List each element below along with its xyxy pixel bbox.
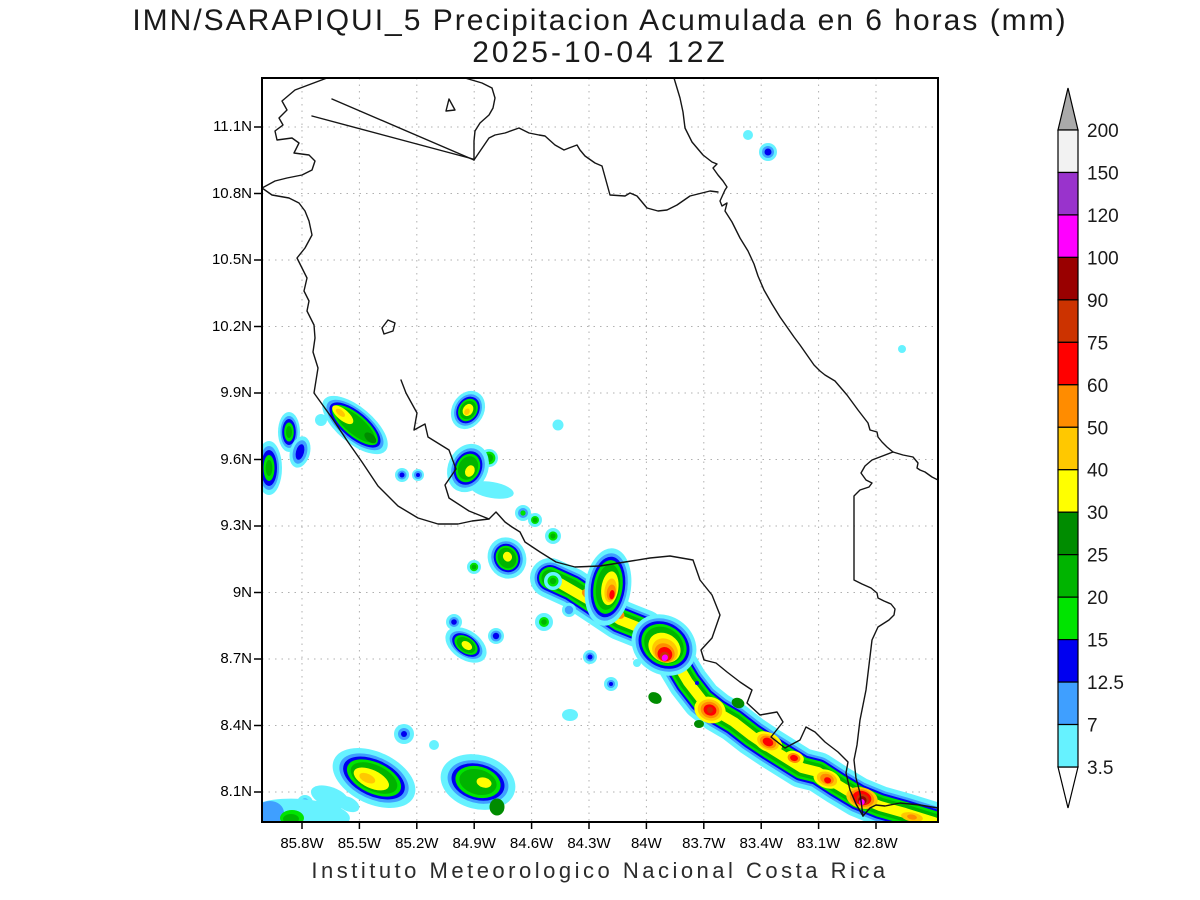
lat-tick-label: 8.1N	[220, 783, 252, 800]
colorbar-level-label: 100	[1087, 248, 1119, 269]
colorbar-level-label: 90	[1087, 291, 1108, 312]
axis-ticks	[254, 126, 877, 829]
lon-tick-label: 83.1W	[796, 835, 841, 852]
lon-tick-label: 84.6W	[509, 835, 554, 852]
lat-tick-label: 9N	[232, 583, 252, 601]
lon-tick-label: 84W	[630, 835, 662, 852]
lon-tick-label: 83.4W	[739, 835, 783, 852]
map-frame	[261, 77, 939, 823]
colorbar-level-label: 20	[1087, 588, 1108, 609]
lon-tick-label: 83.7W	[682, 835, 726, 852]
lat-tick-label: 8.7N	[220, 650, 252, 667]
lat-tick-label: 10.5N	[211, 251, 252, 268]
precipitation-shading	[262, 130, 938, 822]
lon-tick-label: 82.8W	[854, 835, 898, 852]
colorbar-level-label: 25	[1087, 546, 1108, 567]
colorbar-level-label: 200	[1087, 121, 1119, 142]
lat-tick-label: 9.6N	[220, 450, 252, 468]
colorbar-level-label: 7	[1087, 716, 1098, 737]
colorbar-level-label: 40	[1087, 461, 1108, 482]
lon-tick-label: 85.2W	[395, 835, 439, 852]
grid-lines	[262, 78, 938, 822]
colorbar-level-label: 30	[1087, 503, 1108, 524]
lat-tick-label: 9.3N	[220, 517, 252, 534]
lat-tick-label: 10.8N	[211, 184, 252, 202]
colorbar: 200 150 120 100 90 75 60 50 40 30 25 20 15 12.5 7 3.5	[1057, 87, 1124, 809]
colorbar-level-label: 12.5	[1087, 673, 1124, 694]
colorbar-level-label: 150	[1087, 163, 1119, 184]
colorbar-level-label: 75	[1087, 333, 1108, 354]
lon-tick-label: 84.3W	[567, 835, 611, 852]
page-subtitle-date: 2025-10-04 12Z	[472, 36, 728, 69]
lon-tick-label: 84.9W	[452, 835, 496, 852]
colorbar-level-label: 3.5	[1087, 758, 1113, 779]
colorbar-level-label: 15	[1087, 631, 1108, 652]
page-title: IMN/SARAPIQUI_5 Precipitacion Acumulada …	[132, 4, 1068, 37]
lon-tick-label: 85.5W	[337, 835, 382, 852]
lat-tick-label: 10.2N	[211, 317, 252, 335]
colorbar-level-label: 50	[1087, 418, 1108, 439]
lon-tick-label: 85.8W	[280, 835, 324, 852]
lat-tick-label: 8.4N	[220, 716, 252, 734]
lat-tick-label: 9.9N	[220, 384, 252, 401]
colorbar-level-label: 60	[1087, 376, 1108, 397]
precipitation-map	[254, 77, 939, 829]
lat-tick-label: 11.1N	[213, 118, 252, 135]
colorbar-level-label: 120	[1087, 206, 1119, 227]
footer-caption: Instituto Meteorologico Nacional Costa R…	[311, 858, 889, 883]
coastlines	[262, 78, 938, 817]
